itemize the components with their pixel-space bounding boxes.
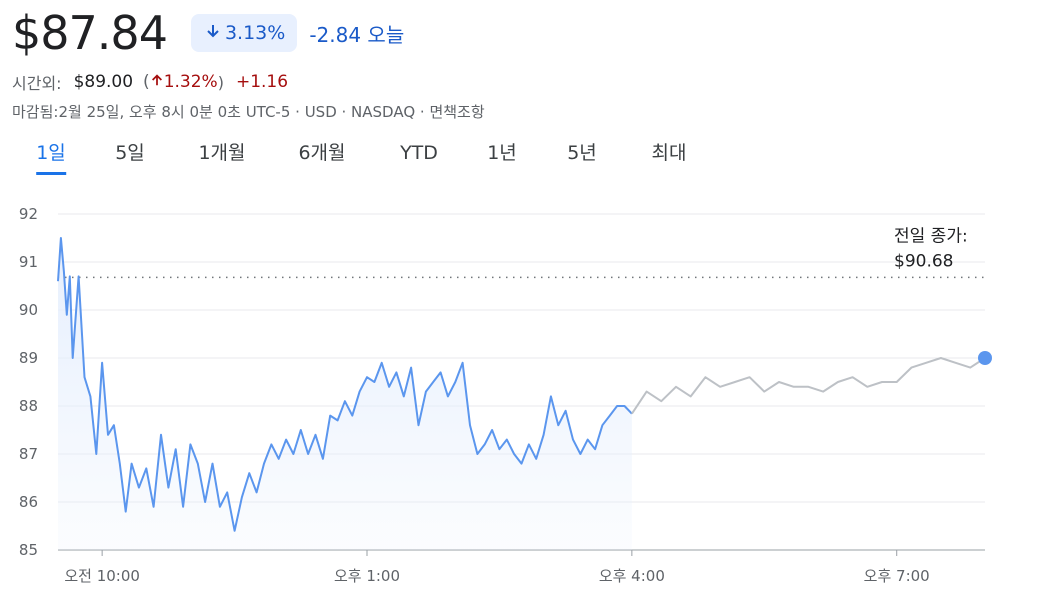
after-hours-close-paren: ) <box>217 72 224 92</box>
tab-6m[interactable]: 6개월 <box>298 142 346 164</box>
quote-header: $87.84 3.13% -2.84 오늘 <box>12 6 404 60</box>
change-badge: 3.13% <box>190 14 298 52</box>
after-hours-open-paren: ( <box>143 72 150 92</box>
y-tick-label: 88 <box>19 397 38 415</box>
last-price-dot <box>978 351 992 365</box>
y-tick-label: 90 <box>19 301 38 319</box>
after-hours-change-badge: 1.32% <box>150 72 218 92</box>
regular-session-line <box>57 237 633 532</box>
tab-1m[interactable]: 1개월 <box>198 142 246 164</box>
arrow-up-icon <box>150 72 164 92</box>
after-hours-label: 시간외: <box>12 74 62 93</box>
tab-1y[interactable]: 1년 <box>487 142 517 164</box>
y-tick-label: 87 <box>19 445 38 463</box>
change-percent: 3.13% <box>224 22 286 44</box>
y-tick-label: 86 <box>19 493 38 511</box>
after-hours-line <box>631 357 986 415</box>
tab-1d[interactable]: 1일 <box>36 140 66 175</box>
arrow-down-icon <box>205 22 225 44</box>
previous-close-label: 전일 종가: <box>894 226 968 246</box>
tab-max[interactable]: 최대 <box>651 142 687 164</box>
market-status-meta: 마감됨:2월 25일, 오후 8시 0분 0초 UTC-5 · USD · NA… <box>12 103 485 121</box>
after-hours-change-absolute: +1.16 <box>235 72 289 92</box>
y-tick-label: 91 <box>19 253 38 271</box>
x-tick-label: 오후 1:00 <box>334 567 400 585</box>
current-price: $87.84 <box>12 6 168 60</box>
x-tick-label: 오후 4:00 <box>599 567 665 585</box>
tab-5y[interactable]: 5년 <box>567 142 597 164</box>
y-tick-label: 89 <box>19 349 38 367</box>
regular-session-area <box>58 238 632 550</box>
price-chart[interactable]: 92 91 90 89 88 87 86 85 오전 10:00 오후 1:00 오후 4:00 오후… <box>0 190 1060 610</box>
y-tick-label: 85 <box>19 541 38 559</box>
y-tick-label: 92 <box>19 205 38 223</box>
x-tick-label: 오후 7:00 <box>864 567 930 585</box>
after-hours-price: $89.00 <box>73 72 134 92</box>
x-tick-label: 오전 10:00 <box>64 567 140 585</box>
after-hours-row: 시간외: $89.00 ( 1.32% ) +1.16 <box>12 70 288 94</box>
after-hours-change-percent: 1.32% <box>163 72 218 92</box>
change-absolute: -2.84 오늘 <box>309 22 405 47</box>
tab-5d[interactable]: 5일 <box>115 142 145 164</box>
tab-ytd[interactable]: YTD <box>400 142 438 164</box>
previous-close-value: $90.68 <box>894 251 953 271</box>
